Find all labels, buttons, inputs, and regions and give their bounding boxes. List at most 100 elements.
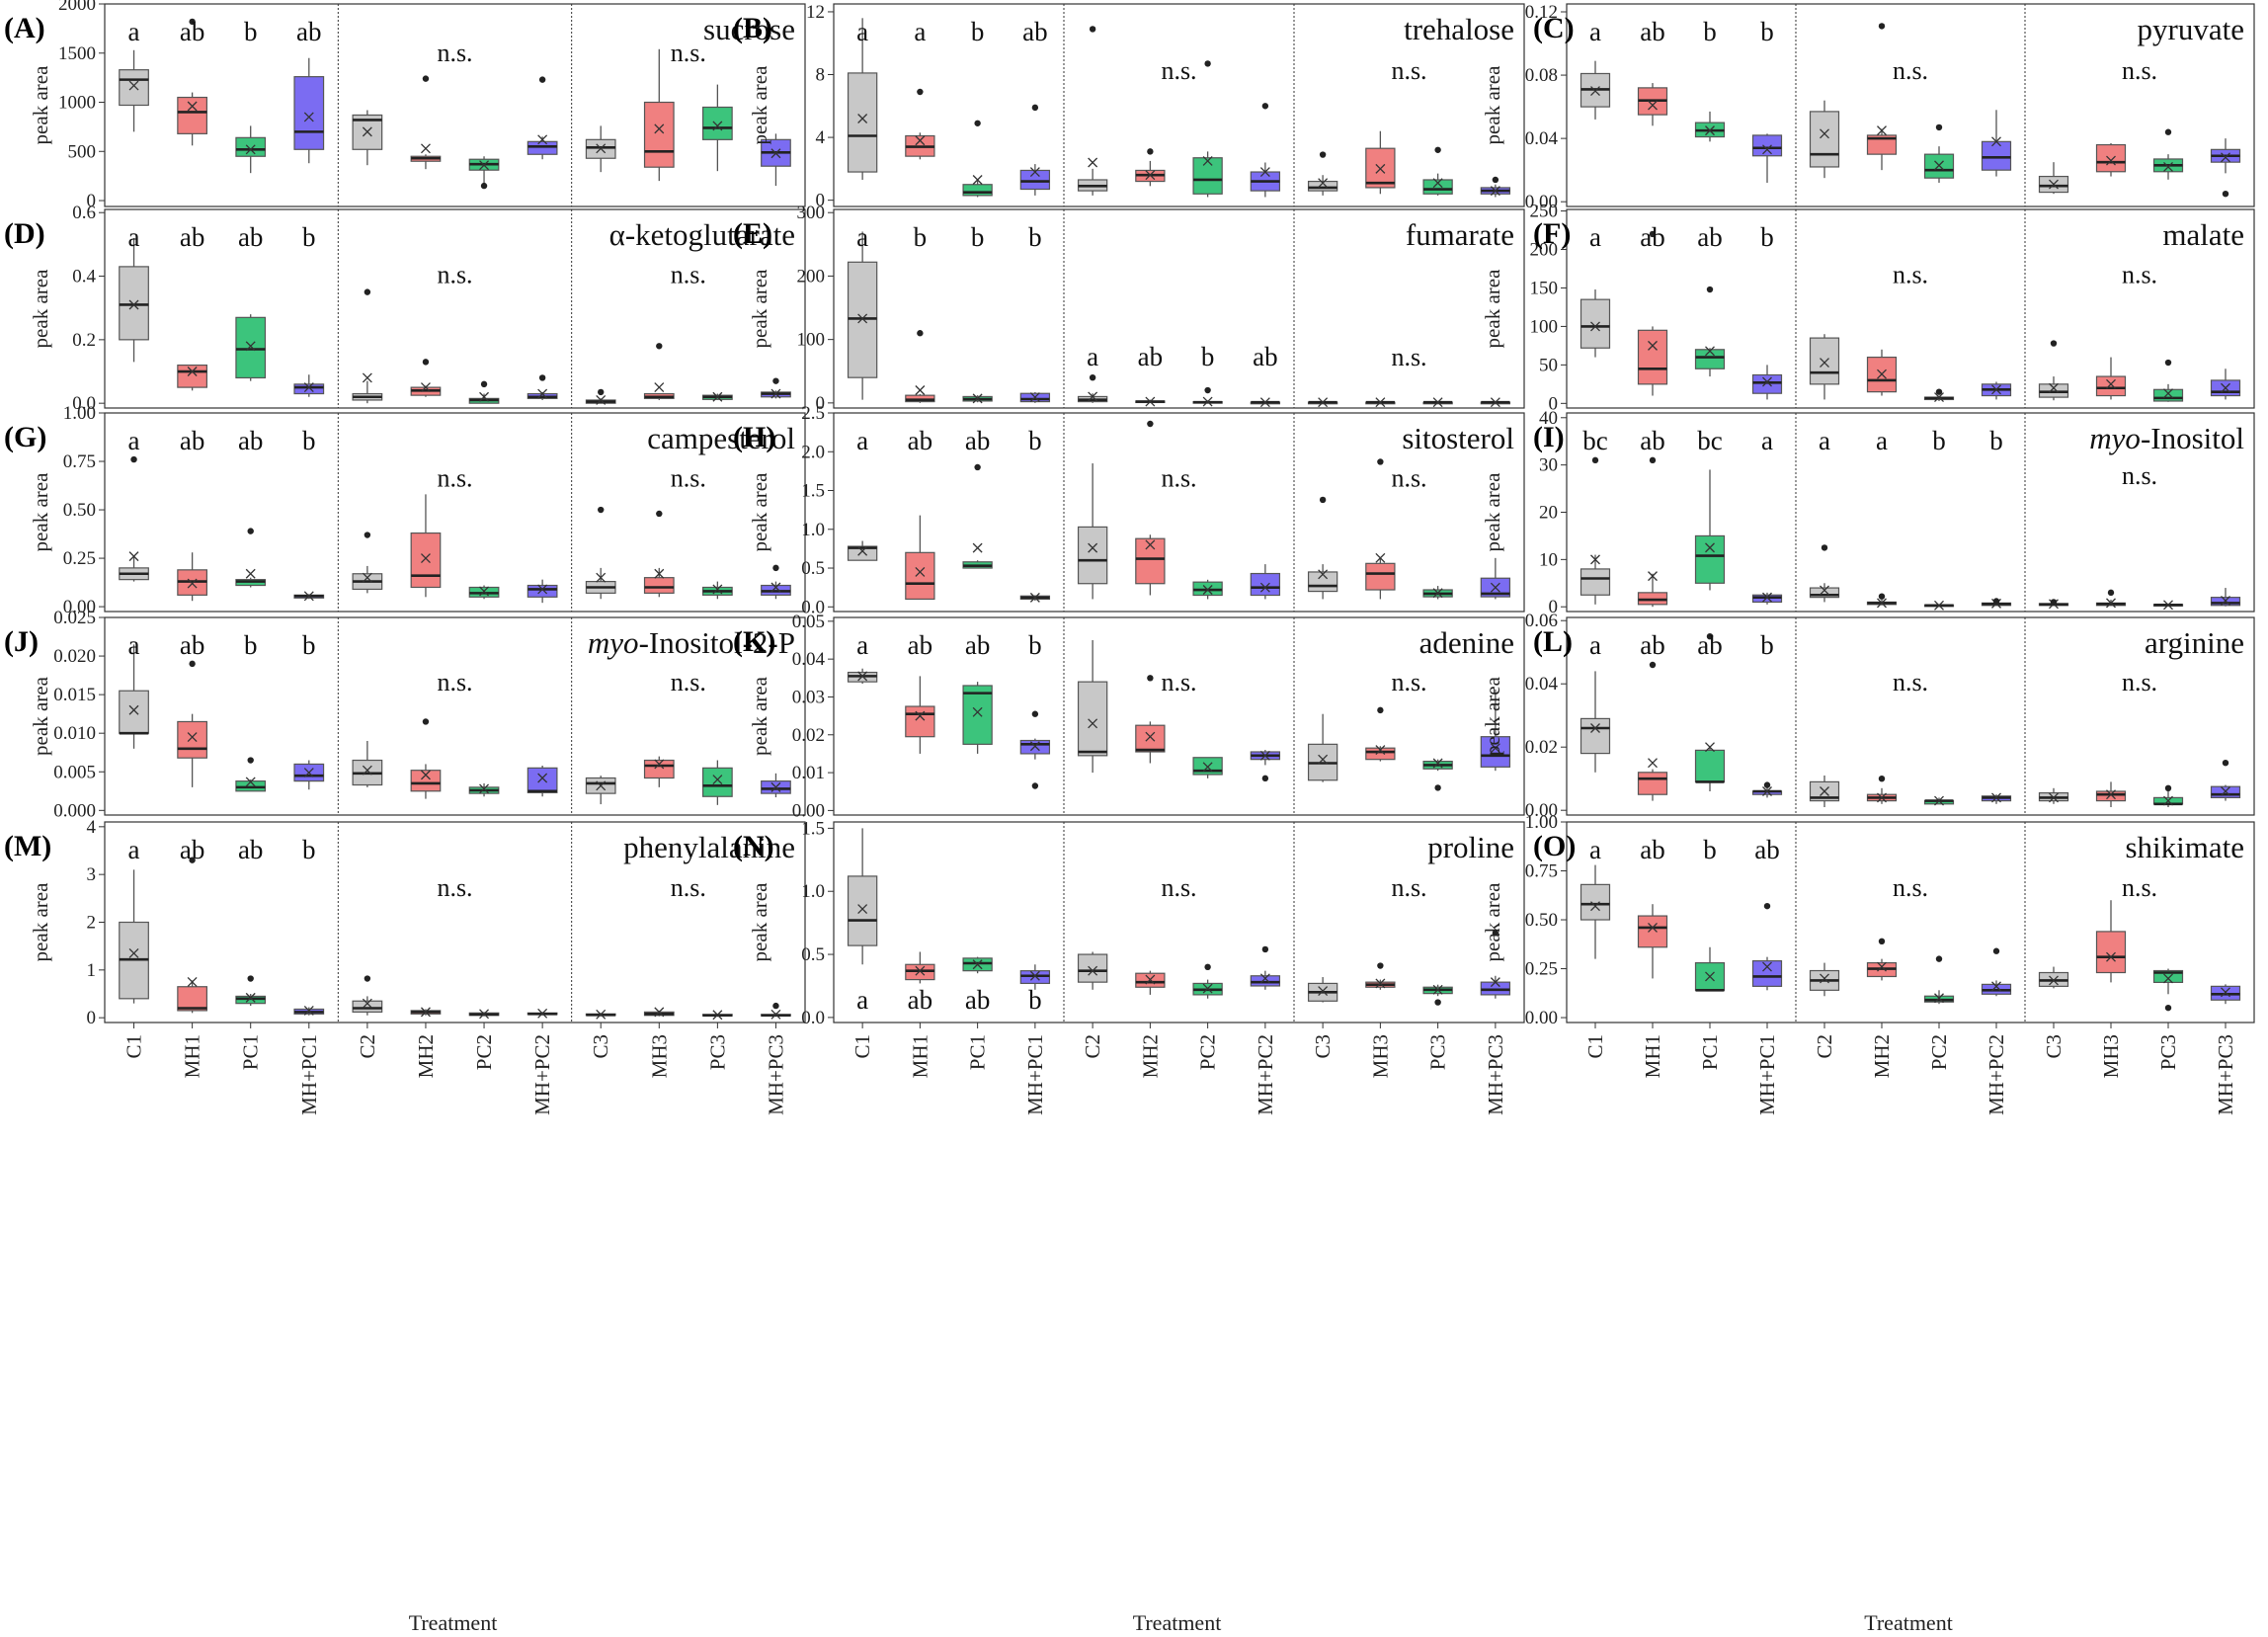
mean-mark (770, 148, 781, 159)
ns-label: n.s. (1161, 56, 1196, 85)
box-C2 (352, 975, 383, 1016)
y-tick-label: 0.03 (792, 687, 825, 707)
box-iqr (643, 759, 675, 779)
mean-mark (654, 1007, 665, 1018)
mean-mark (1259, 397, 1270, 408)
y-tick-label: 0.020 (53, 646, 96, 667)
box-iqr (1580, 883, 1611, 921)
box-iqr (1580, 298, 1611, 349)
box-iqr (2095, 375, 2127, 397)
box-iqr (235, 136, 267, 157)
significance-letter: b (1760, 222, 1774, 252)
outlier-point (2164, 128, 2172, 135)
box-C1 (1580, 671, 1611, 773)
panel-title: myo-Inositol (2089, 421, 2244, 455)
significance-letter: a (128, 630, 140, 660)
mean-mark (2163, 795, 2173, 806)
significance-letter: b (302, 835, 316, 864)
box-C3 (2038, 599, 2069, 610)
box-iqr (177, 96, 207, 134)
x-tick-label: MH+PC1 (1755, 1034, 1779, 1115)
ns-label: n.s. (1893, 260, 1928, 288)
mean-mark (712, 121, 723, 131)
outlier-point (1204, 963, 1211, 971)
mean-mark (596, 572, 607, 583)
panel-frame (104, 616, 806, 816)
mean-mark (1490, 186, 1500, 197)
panel-H: 0.0 0.5 1.0 1.5 2.0 2.5 peak area (H) sitosterol… (733, 403, 1525, 617)
mean-mark (1877, 125, 1887, 136)
mean-mark (2049, 382, 2059, 393)
significance-letter: a (856, 17, 868, 46)
y-tick-label: 0.02 (792, 725, 825, 746)
outlier-point (364, 532, 371, 538)
box-iqr (1751, 134, 1783, 157)
panel-frame (833, 412, 1525, 613)
mean-mark (1145, 539, 1156, 550)
mean-mark (1705, 971, 1715, 982)
significance-letter: ab (1640, 222, 1664, 252)
mean-mark (915, 965, 926, 976)
y-tick-label: 300 (797, 203, 826, 223)
mean-mark (128, 80, 139, 91)
mean-mark (1877, 792, 1887, 803)
y-tick-label: 150 (1530, 278, 1559, 298)
mean-mark (1705, 742, 1715, 753)
box-iqr (1250, 572, 1281, 597)
y-tick-label: 1 (87, 960, 97, 981)
mean-mark (1088, 542, 1098, 553)
ns-label: n.s. (1391, 873, 1426, 902)
mean-mark (915, 135, 926, 146)
box-MH+PC1 (1019, 104, 1051, 196)
mean-mark (2106, 789, 2116, 800)
box-C2 (1809, 544, 1840, 603)
y-axis-label: peak area (1481, 269, 1504, 349)
significance-letter: b (1028, 630, 1042, 660)
box-C3 (585, 776, 616, 805)
mean-mark (1820, 786, 1829, 796)
box-MH+PC3 (1480, 176, 1511, 198)
y-tick-label: 0.01 (792, 763, 825, 783)
panel-frame (104, 3, 806, 207)
y-axis-label: peak area (29, 676, 52, 756)
ns-label: n.s. (1893, 873, 1928, 902)
box-PC1 (1694, 469, 1726, 591)
x-tick-label: MH1 (1641, 1034, 1664, 1078)
box-PC2 (1192, 963, 1223, 999)
box-C1 (1580, 456, 1611, 605)
box-iqr (177, 720, 207, 759)
mean-mark (857, 904, 868, 915)
box-MH+PC2 (526, 579, 558, 604)
y-tick-label: 0.0 (72, 393, 96, 414)
box-MH+PC2 (1981, 947, 2012, 997)
outlier-point (1031, 782, 1039, 789)
outlier-point (2050, 599, 2058, 606)
box-C1 (119, 455, 149, 582)
significance-letter: a (1876, 426, 1888, 455)
box-PC3 (2152, 600, 2184, 611)
y-tick-label: 1.0 (801, 881, 825, 902)
box-MH1 (1637, 83, 1668, 126)
mean-mark (1991, 384, 2001, 395)
y-tick-label: 0.12 (1525, 2, 1558, 23)
box-MH+PC1 (293, 760, 325, 790)
outlier-point (1878, 938, 1886, 945)
x-tick-label: PC3 (1426, 1034, 1450, 1070)
mean-mark (1648, 758, 1658, 769)
outlier-point (1319, 151, 1327, 158)
y-tick-label: 30 (1539, 455, 1558, 476)
box-iqr (1135, 537, 1166, 585)
mean-mark (1934, 795, 1944, 806)
box-MH+PC3 (1480, 930, 1511, 999)
mean-mark (1088, 391, 1098, 402)
box-MH+PC3 (1480, 397, 1511, 408)
box-iqr (1751, 960, 1783, 987)
y-tick-label: 0.00 (1525, 192, 1558, 212)
x-tick-label: PC2 (1196, 1034, 1220, 1070)
box-PC2 (1923, 955, 1955, 1005)
y-tick-label: 0 (87, 191, 97, 211)
outlier-point (772, 377, 779, 384)
mean-mark (654, 123, 665, 134)
x-tick-label: MH3 (1368, 1034, 1392, 1078)
box-MH+PC1 (1751, 592, 1783, 605)
